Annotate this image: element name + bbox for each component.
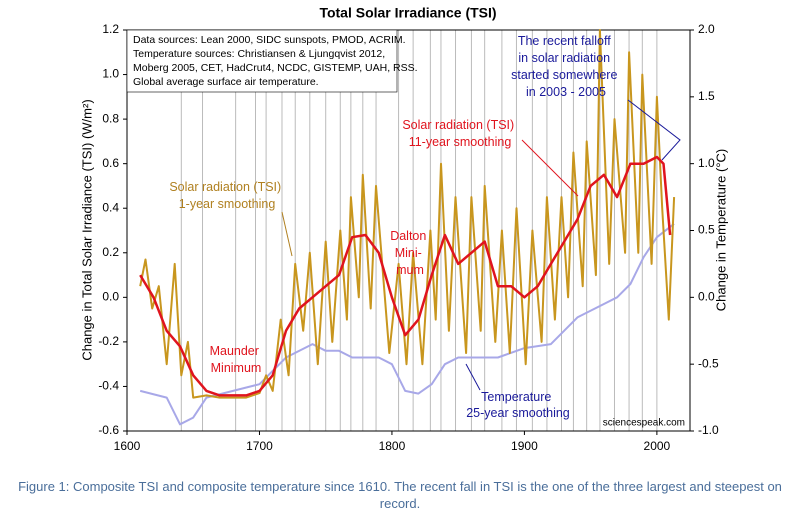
x-tick-label: 1700 xyxy=(246,439,273,453)
under-layer xyxy=(180,30,658,431)
y-tick-label: 0.2 xyxy=(102,245,119,259)
temp-note: Temperature 25-year smoothing xyxy=(466,390,570,420)
y2-tick-label: 1.0 xyxy=(698,156,715,170)
x-tick-label: 1600 xyxy=(114,439,141,453)
y2-axis-label: Change in Temperature (°C) xyxy=(713,149,728,311)
chart-title: Total Solar Irradiance (TSI) xyxy=(319,5,496,21)
lines xyxy=(139,29,676,426)
falloff-note: The recent falloff in solar radiation st… xyxy=(511,34,621,99)
y2-tick-label: 2.0 xyxy=(698,22,715,36)
series-line xyxy=(139,223,675,426)
y2-tick-label: 0.5 xyxy=(698,223,715,237)
maunder-note: Maunder Minimum xyxy=(210,344,263,375)
chart: Total Solar Irradiance (TSI) Change in T… xyxy=(79,5,728,453)
y-tick-label: 0.0 xyxy=(102,290,119,304)
y-axis-label: Change in Total Solar Irradiance (TSI) (… xyxy=(79,99,94,360)
tsi1-arrow xyxy=(281,211,293,257)
y-tick-label: 1.0 xyxy=(102,67,119,81)
y2-tick-label: 0.0 xyxy=(698,290,715,304)
y-tick-label: 0.4 xyxy=(102,200,119,214)
dalton-note: Dalton Mini- mum xyxy=(390,229,430,277)
tsi11-arrow xyxy=(521,139,579,197)
y-tick-label: -0.2 xyxy=(98,334,119,348)
credit: sciencespeak.com xyxy=(603,418,685,429)
y-tick-label: -0.6 xyxy=(98,423,119,437)
x-tick-label: 2000 xyxy=(644,439,671,453)
sources-box xyxy=(126,29,398,93)
falloff-arrow xyxy=(627,99,681,161)
caption: Figure 1: Composite TSI and composite te… xyxy=(18,479,782,511)
series-line xyxy=(139,155,672,397)
sources-note: Data sources: Lean 2000, SIDC sunspots, … xyxy=(133,34,421,88)
x-tick-label: 1800 xyxy=(379,439,406,453)
y-tick-label: 0.8 xyxy=(102,111,119,125)
y2-tick-label: -0.5 xyxy=(698,356,719,370)
series-line xyxy=(139,29,676,399)
tsi1-note: Solar radiation (TSI) 1-year smoothing xyxy=(169,180,284,211)
y-tick-label: 0.6 xyxy=(102,156,119,170)
y2-tick-label: 1.5 xyxy=(698,89,715,103)
temp-arrow xyxy=(465,363,481,391)
x-tick-label: 1900 xyxy=(511,439,538,453)
y-tick-label: -0.4 xyxy=(98,379,119,393)
y-tick-label: 1.2 xyxy=(102,22,119,36)
tsi11-note: Solar radiation (TSI) 11-year smoothing xyxy=(402,118,517,149)
y2-tick-label: -1.0 xyxy=(698,423,719,437)
